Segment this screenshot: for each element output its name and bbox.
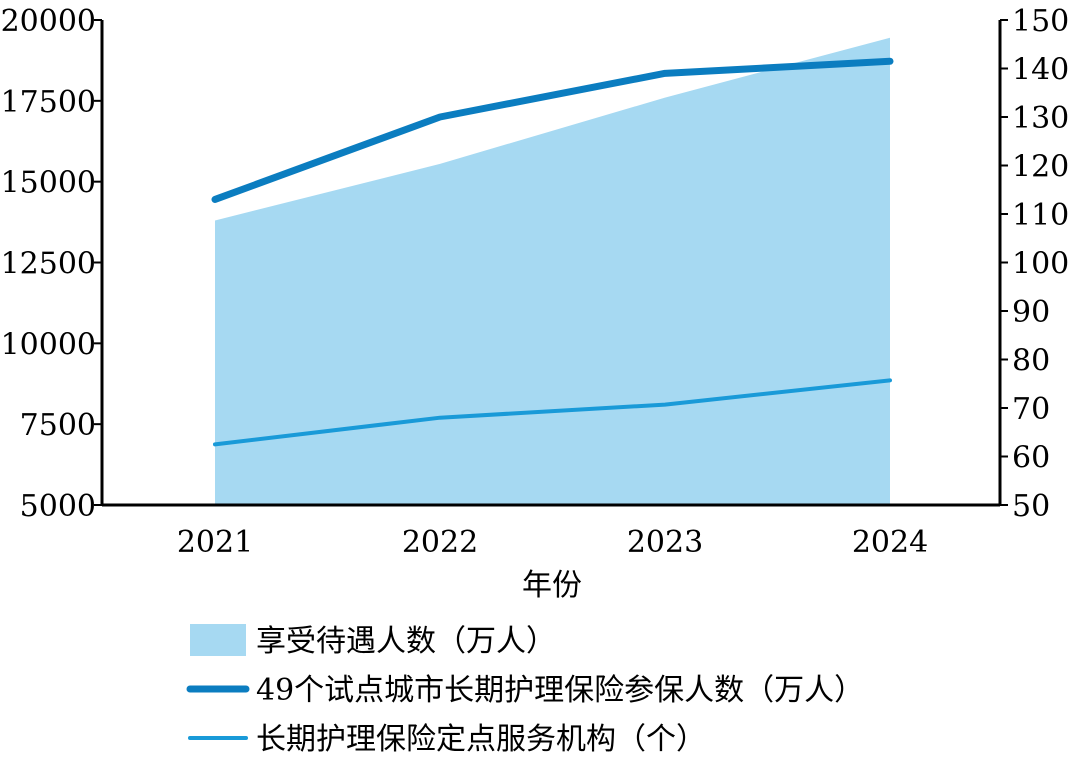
x-tick-label: 2021 bbox=[177, 525, 253, 560]
left-tick-label: 10000 bbox=[1, 327, 96, 362]
right-tick-label: 100 bbox=[1012, 247, 1069, 282]
right-tick-label: 60 bbox=[1012, 441, 1050, 476]
legend: 享受待遇人数（万人） 49个试点城市长期护理保险参保人数（万人） 长期护理保险定点服… bbox=[186, 624, 864, 757]
left-tick-label: 7500 bbox=[20, 408, 96, 443]
right-tick-label: 80 bbox=[1012, 344, 1050, 379]
x-tick-label: 2023 bbox=[627, 525, 703, 560]
x-tick-label: 2024 bbox=[852, 525, 928, 560]
x-tick-label: 2022 bbox=[402, 525, 478, 560]
right-tick-label: 140 bbox=[1012, 53, 1069, 88]
right-tick-label: 90 bbox=[1012, 295, 1050, 330]
left-tick-label: 20000 bbox=[1, 4, 96, 39]
left-tick-label: 15000 bbox=[1, 166, 96, 201]
area-series-beneficiaries bbox=[215, 37, 890, 506]
axes: 20000 17500 15000 12500 10000 7500 5000 150 140 1… bbox=[1, 4, 1070, 560]
line-series-service-institutions bbox=[213, 378, 892, 447]
legend-label: 49个试点城市长期护理保险参保人数（万人） bbox=[256, 673, 864, 708]
right-tick-label: 150 bbox=[1012, 4, 1069, 39]
plot-area bbox=[211, 37, 894, 506]
left-tick-label: 12500 bbox=[1, 247, 96, 282]
right-tick-label: 120 bbox=[1012, 150, 1069, 185]
left-tick-label: 17500 bbox=[1, 85, 96, 120]
legend-label: 长期护理保险定点服务机构（个） bbox=[256, 722, 706, 757]
right-tick-label: 50 bbox=[1012, 489, 1050, 524]
x-axis-title: 年份 bbox=[522, 568, 582, 603]
right-tick-label: 110 bbox=[1012, 198, 1069, 233]
right-tick-label: 130 bbox=[1012, 101, 1069, 136]
legend-swatch-area bbox=[190, 624, 246, 656]
right-tick-label: 70 bbox=[1012, 392, 1050, 427]
left-tick-label: 5000 bbox=[20, 489, 96, 524]
legend-label: 享受待遇人数（万人） bbox=[256, 624, 556, 659]
line-series-insured-persons bbox=[211, 57, 894, 203]
